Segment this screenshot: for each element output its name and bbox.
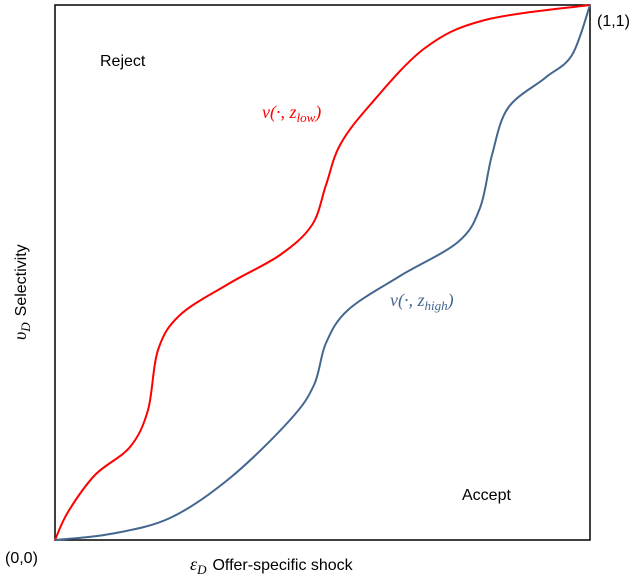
curve-high — [54, 4, 591, 541]
axis-text: Offer-specific shock — [212, 557, 353, 574]
curve-label: v(·, zlow) — [262, 102, 321, 125]
axis-symbol: ε — [190, 554, 198, 574]
y-axis-label: υD Selectivity — [10, 244, 33, 340]
curve-label-sub: low — [297, 110, 316, 125]
axis-text: Selectivity — [13, 244, 30, 316]
corner-label: (1,1) — [597, 13, 630, 30]
frame — [54, 4, 591, 541]
curve-label-text: ) — [314, 102, 321, 123]
axis-symbol-sub: D — [196, 562, 207, 577]
curve-label: v(·, zhigh) — [390, 290, 454, 313]
region-label: Accept — [462, 487, 511, 504]
curve-label-text: v(·, z — [390, 290, 425, 311]
curve-label-sub: high — [425, 298, 448, 313]
region-label: Reject — [100, 53, 146, 70]
corner-label: (0,0) — [5, 550, 38, 567]
x-axis-label: εD Offer-specific shock — [190, 554, 354, 577]
axis-symbol-sub: D — [18, 322, 33, 333]
curve-low — [54, 4, 591, 541]
curve-label-text: v(·, z — [262, 102, 297, 123]
curve-label-text: ) — [447, 290, 454, 311]
axis-symbol: υ — [10, 332, 30, 340]
